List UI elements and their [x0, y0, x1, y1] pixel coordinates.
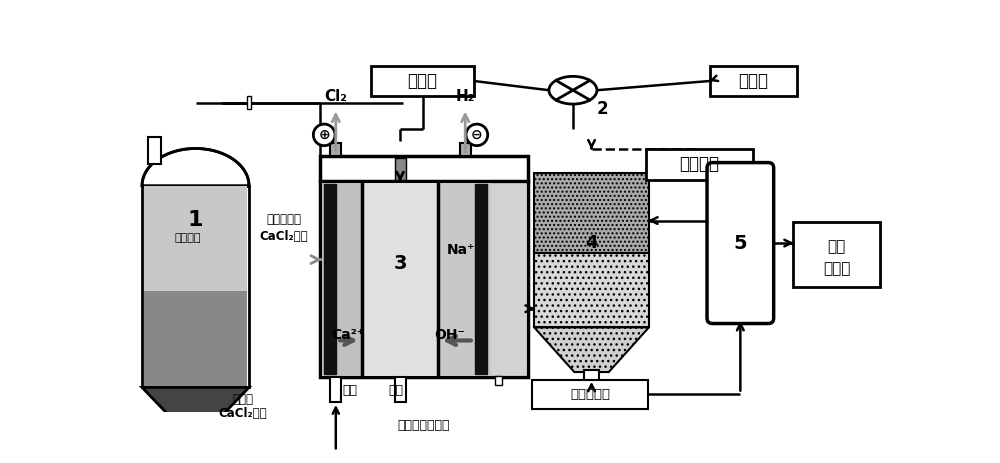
Bar: [324, 184, 336, 375]
Text: ⊕: ⊕: [318, 128, 330, 142]
Bar: [320, 181, 528, 377]
Text: 阳膜: 阳膜: [342, 384, 357, 397]
Circle shape: [313, 124, 335, 146]
FancyBboxPatch shape: [707, 163, 774, 324]
Text: CaCl₂溶液: CaCl₂溶液: [218, 407, 267, 420]
Text: Cl₂: Cl₂: [324, 89, 347, 104]
Bar: [475, 184, 487, 375]
Bar: [148, 137, 161, 164]
Bar: [142, 186, 249, 388]
Text: 2: 2: [597, 100, 608, 119]
Bar: [144, 291, 247, 388]
Text: 5: 5: [734, 233, 747, 252]
Bar: [584, 370, 599, 390]
Text: Na⁺: Na⁺: [446, 243, 475, 257]
Bar: [534, 253, 649, 327]
Text: 1: 1: [188, 210, 203, 230]
Text: 酸性低浓度: 酸性低浓度: [266, 213, 301, 226]
Text: 高纯: 高纯: [827, 239, 846, 254]
Polygon shape: [142, 388, 249, 430]
Bar: [322, 182, 362, 376]
Bar: [534, 173, 649, 253]
Polygon shape: [142, 149, 249, 186]
Bar: [362, 182, 438, 376]
Text: 4: 4: [585, 234, 598, 252]
Bar: [189, 428, 203, 445]
Text: 高浓度: 高浓度: [232, 393, 253, 406]
Bar: [144, 186, 247, 291]
Text: ⊖: ⊖: [471, 128, 483, 142]
Text: OH⁻: OH⁻: [434, 328, 465, 342]
Bar: [247, 96, 251, 109]
Circle shape: [466, 124, 488, 146]
Bar: [491, 182, 526, 376]
Text: 锂质原料: 锂质原料: [175, 233, 201, 243]
Text: 阴膜: 阴膜: [389, 384, 404, 397]
Bar: [438, 182, 491, 376]
Text: CaCl₂溶液: CaCl₂溶液: [260, 230, 308, 243]
Ellipse shape: [549, 76, 597, 104]
Bar: [495, 376, 502, 385]
Text: 甘氨酸: 甘氨酸: [408, 72, 438, 90]
Text: 甘酸馒: 甘酸馒: [823, 262, 850, 276]
Text: 甘酸馒沉淠: 甘酸馒沉淠: [570, 388, 610, 401]
Bar: [330, 377, 341, 402]
Text: 3: 3: [393, 254, 407, 273]
Text: 甘氨酸馒络合液: 甘氨酸馒络合液: [397, 419, 450, 432]
Bar: [460, 143, 471, 156]
Bar: [532, 380, 648, 409]
Bar: [320, 156, 528, 181]
Bar: [395, 377, 406, 402]
Bar: [330, 143, 341, 156]
Text: 醇洗脱剂: 醇洗脱剂: [679, 155, 719, 173]
Bar: [710, 66, 797, 96]
Text: Ca²⁺: Ca²⁺: [331, 328, 364, 342]
Bar: [646, 149, 753, 180]
Bar: [793, 222, 880, 288]
Text: H₂: H₂: [456, 89, 475, 104]
Polygon shape: [534, 327, 649, 372]
Text: 促进剂: 促进剂: [739, 72, 769, 90]
Bar: [395, 158, 406, 180]
Bar: [371, 66, 474, 96]
